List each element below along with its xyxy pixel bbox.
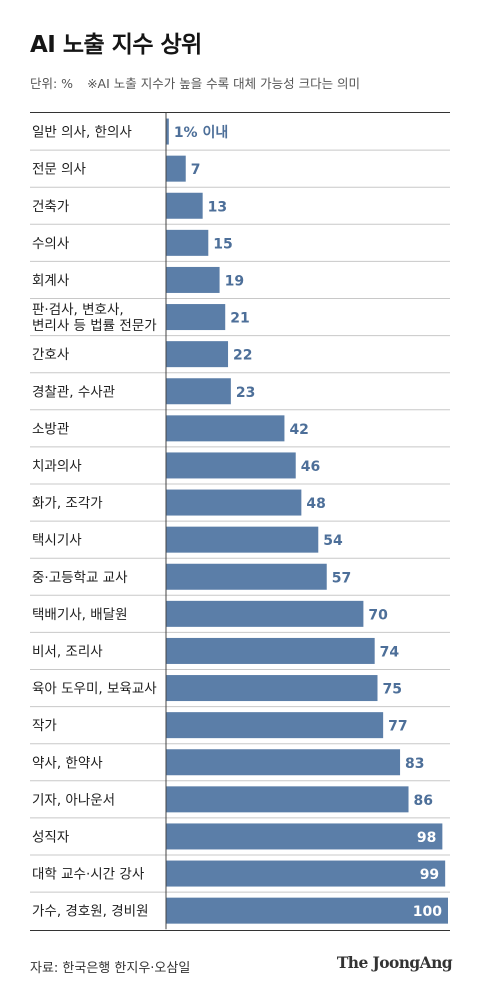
value-label: 42 [289, 422, 308, 438]
bar [166, 192, 203, 219]
bar [166, 118, 169, 145]
bar [166, 155, 186, 182]
category-label: 일반 의사, 한의사 [32, 125, 132, 141]
category-label: 중·고등학교 교사 [32, 570, 128, 586]
category-label: 건축가 [32, 199, 69, 215]
publisher-logo: The JoongAng [336, 953, 453, 972]
value-label: 77 [388, 719, 407, 735]
bar [166, 712, 384, 739]
bar [166, 749, 401, 776]
value-label: 99 [420, 867, 439, 883]
category-label: 약사, 한약사 [32, 755, 103, 771]
category-label: 수의사 [32, 236, 70, 252]
bar [166, 897, 448, 924]
value-label: 7 [191, 162, 201, 178]
bar [166, 489, 302, 516]
category-label: 택배기사, 배달원 [32, 607, 128, 623]
category-label: 회계사 [32, 273, 70, 289]
category-label: 성직자 [32, 829, 70, 845]
category-label: 변리사 등 법률 전문가 [32, 318, 157, 334]
value-label: 22 [233, 348, 252, 364]
category-label: 경찰관, 수사관 [32, 384, 115, 400]
value-label: 48 [306, 496, 325, 512]
chart-title: AI 노출 지수 상위 [30, 32, 202, 58]
category-label: 대학 교수·시간 강사 [32, 867, 145, 883]
value-label: 54 [323, 533, 343, 549]
bar [166, 452, 296, 479]
category-label: 소방관 [32, 421, 69, 437]
category-label: 판·검사, 변호사, [32, 302, 124, 318]
bar [166, 860, 446, 887]
value-label: 46 [301, 459, 320, 475]
bar [166, 341, 229, 368]
bar [166, 637, 375, 664]
category-label: 비서, 조리사 [32, 644, 103, 660]
chart-note: ※AI 노출 지수가 높을 수록 대체 가능성 크다는 의미 [87, 76, 361, 91]
bar [166, 675, 378, 702]
bar [166, 415, 285, 442]
category-label: 택시기사 [32, 533, 82, 549]
value-label: 98 [417, 830, 436, 846]
value-label: 19 [225, 273, 244, 289]
bar [166, 600, 364, 627]
category-label: 치과의사 [32, 458, 82, 474]
value-label: 100 [413, 904, 442, 920]
bar [166, 229, 209, 256]
bar [166, 304, 226, 331]
category-label: 기자, 아나운서 [32, 792, 115, 808]
category-label: 작가 [32, 718, 57, 734]
value-label: 74 [380, 644, 400, 660]
bar [166, 266, 220, 293]
bar [166, 563, 327, 590]
bottom-divider [30, 930, 450, 931]
bar [166, 786, 409, 813]
category-label: 가수, 경호원, 경비원 [32, 904, 149, 920]
top-divider [30, 112, 450, 113]
value-label: 57 [332, 570, 351, 586]
unit-label: 단위: % [30, 76, 74, 91]
bar [166, 526, 319, 553]
value-label: 23 [236, 385, 255, 401]
bar [166, 378, 231, 405]
value-label: 21 [230, 311, 249, 327]
source-credit: 자료: 한국은행 한지우·오삼일 [30, 961, 191, 976]
value-label: 13 [208, 199, 227, 215]
value-label: 86 [414, 793, 433, 809]
value-label: 83 [405, 756, 424, 772]
bar [166, 823, 443, 850]
value-label: 75 [383, 682, 402, 698]
value-label: 70 [368, 607, 388, 623]
category-label: 전문 의사 [32, 162, 87, 178]
value-label: 15 [213, 236, 232, 252]
value-label: 1% 이내 [174, 124, 228, 141]
chart-subtitle: 단위: % ※AI 노출 지수가 높을 수록 대체 가능성 크다는 의미 [30, 73, 360, 92]
category-label: 간호사 [32, 347, 70, 363]
category-label: 육아 도우미, 보육교사 [32, 681, 157, 697]
category-label: 화가, 조각가 [32, 496, 103, 512]
